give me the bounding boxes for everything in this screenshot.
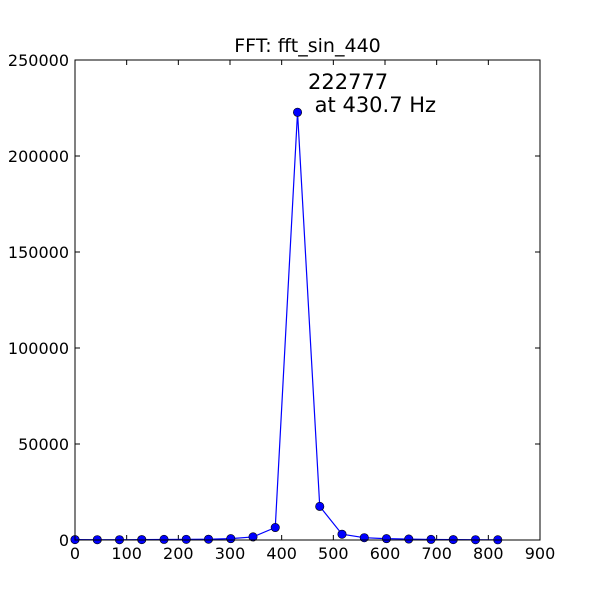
data-point [181, 534, 191, 544]
data-point [293, 107, 303, 117]
y-tick-label: 150000 [8, 243, 69, 262]
y-tick-label: 250000 [8, 51, 69, 70]
data-point [226, 534, 236, 544]
x-tick-label: 200 [163, 544, 194, 563]
y-tick-label: 200000 [8, 147, 69, 166]
peak-annotation-value: 222777 [308, 70, 388, 94]
y-tick-label: 100000 [8, 339, 69, 358]
ticks-layer: 0 100 200 300 400 500 600 700 800 900 0 50000 100000… [8, 51, 555, 563]
data-point [270, 523, 280, 533]
data-point [159, 534, 169, 544]
x-tick-label: 700 [421, 544, 452, 563]
chart-title: FFT: fft_sin_440 [234, 35, 381, 57]
x-tick-label: 100 [111, 544, 142, 563]
x-tick-label: 400 [266, 544, 297, 563]
data-point [204, 534, 214, 544]
y-tick-label: 0 [59, 531, 69, 550]
x-tick-label: 600 [370, 544, 401, 563]
plot-area [75, 60, 540, 540]
data-point [337, 529, 347, 539]
peak-annotation-frequency: at 430.7 Hz [308, 93, 436, 117]
x-tick-label: 500 [318, 544, 349, 563]
x-tick-label: 800 [473, 544, 504, 563]
data-point [381, 534, 391, 544]
x-tick-label: 300 [215, 544, 246, 563]
plot-frame [74, 59, 541, 541]
data-point [426, 534, 436, 544]
x-tick-label: 0 [70, 544, 80, 563]
data-point [248, 532, 258, 542]
data-point [315, 501, 325, 511]
data-point [359, 533, 369, 543]
x-tick-label: 900 [525, 544, 556, 563]
y-tick-label: 50000 [18, 435, 69, 454]
data-point [404, 534, 414, 544]
